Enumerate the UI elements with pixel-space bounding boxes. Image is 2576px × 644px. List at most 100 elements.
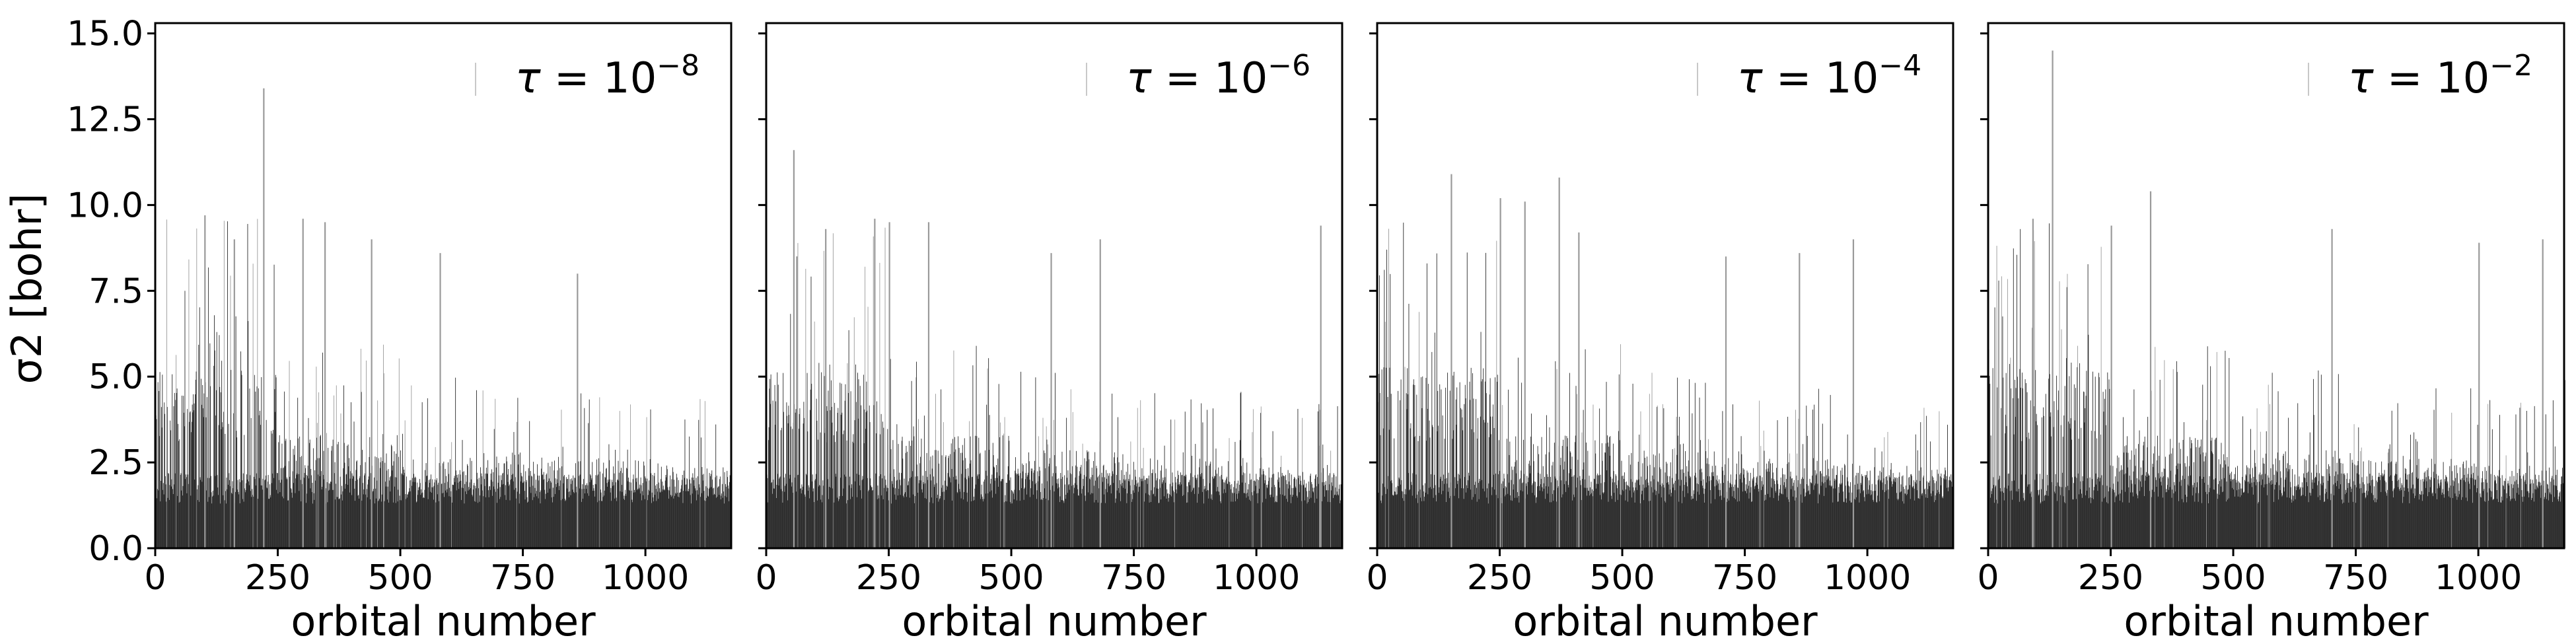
bar [1928,482,1929,548]
bar [2184,463,2186,548]
bar [1198,493,1199,548]
bar [459,482,460,548]
bar [2175,474,2176,548]
bar [886,491,887,548]
bar [1795,410,1796,548]
bar [1761,489,1762,548]
bar [2353,481,2354,548]
bar [982,496,983,548]
bar [1098,488,1100,548]
bar [1587,487,1588,548]
bar [1396,495,1397,548]
bar [1326,490,1328,548]
bar [612,482,613,548]
bar [2179,482,2180,548]
bar [2482,471,2483,548]
bar [1229,482,1231,548]
bar [2282,495,2283,548]
bar [1334,494,1336,548]
bar [674,495,675,548]
bar [464,483,466,548]
bar [1215,448,1217,548]
bar [199,477,201,548]
bar [1280,467,1281,548]
bar [1654,467,1655,548]
bar [2440,480,2441,548]
bar [2262,479,2263,548]
bar [1943,474,1945,548]
bar [1597,473,1598,548]
bar [2509,496,2510,548]
bar [179,439,180,548]
bar [675,493,676,548]
bar [948,456,949,548]
bar [2240,488,2242,548]
bar [2505,478,2506,548]
bar [787,500,788,548]
bar [378,500,380,548]
bar [990,483,991,548]
bar [261,376,262,548]
bar [686,478,688,548]
bar [1149,502,1150,548]
bar [618,480,620,548]
bar [2203,461,2205,548]
bar [1250,501,1252,548]
bar [415,478,416,548]
bar [158,490,159,548]
bar [1842,468,1843,548]
bar [1254,480,1256,548]
bar [2289,497,2290,548]
bar [1715,480,1717,548]
bar [808,485,809,548]
bar [1065,499,1066,548]
bar [1913,485,1914,548]
bar [2388,448,2390,548]
bar [710,476,711,548]
bar [433,499,434,548]
bar [1801,503,1803,548]
bar [441,483,442,548]
bar [890,449,892,548]
bar [2355,503,2356,548]
bar [174,473,176,548]
bar [838,501,839,548]
bar [2096,438,2097,548]
bar [258,388,259,548]
bar [1832,502,1834,548]
bar [2469,483,2470,548]
bar [2019,369,2021,548]
bar [1143,447,1144,548]
bar [855,364,856,548]
bar [1859,466,1861,548]
bar [1812,458,1814,548]
bar [703,491,705,548]
bar [1439,478,1441,548]
bar [430,491,431,548]
bar [1324,496,1326,548]
bar [1814,470,1816,548]
bar [1781,493,1782,548]
bar [2065,503,2066,548]
bar [2281,496,2283,548]
bar [2135,448,2137,548]
bar [388,502,390,548]
bar [1209,483,1210,548]
bar [2427,496,2428,548]
bar [411,478,413,548]
bar [670,497,672,548]
bar [446,476,447,548]
bar [1688,471,1689,548]
bar [2295,486,2297,548]
bar [1116,475,1117,548]
bar [2083,391,2084,548]
bar [828,390,829,548]
bar [2097,491,2098,548]
bar [966,492,968,548]
bar [2554,446,2556,548]
bar [789,478,790,548]
bar [419,479,420,548]
bar [1943,478,1945,548]
bar [1828,476,1830,548]
bar [1749,481,1750,548]
